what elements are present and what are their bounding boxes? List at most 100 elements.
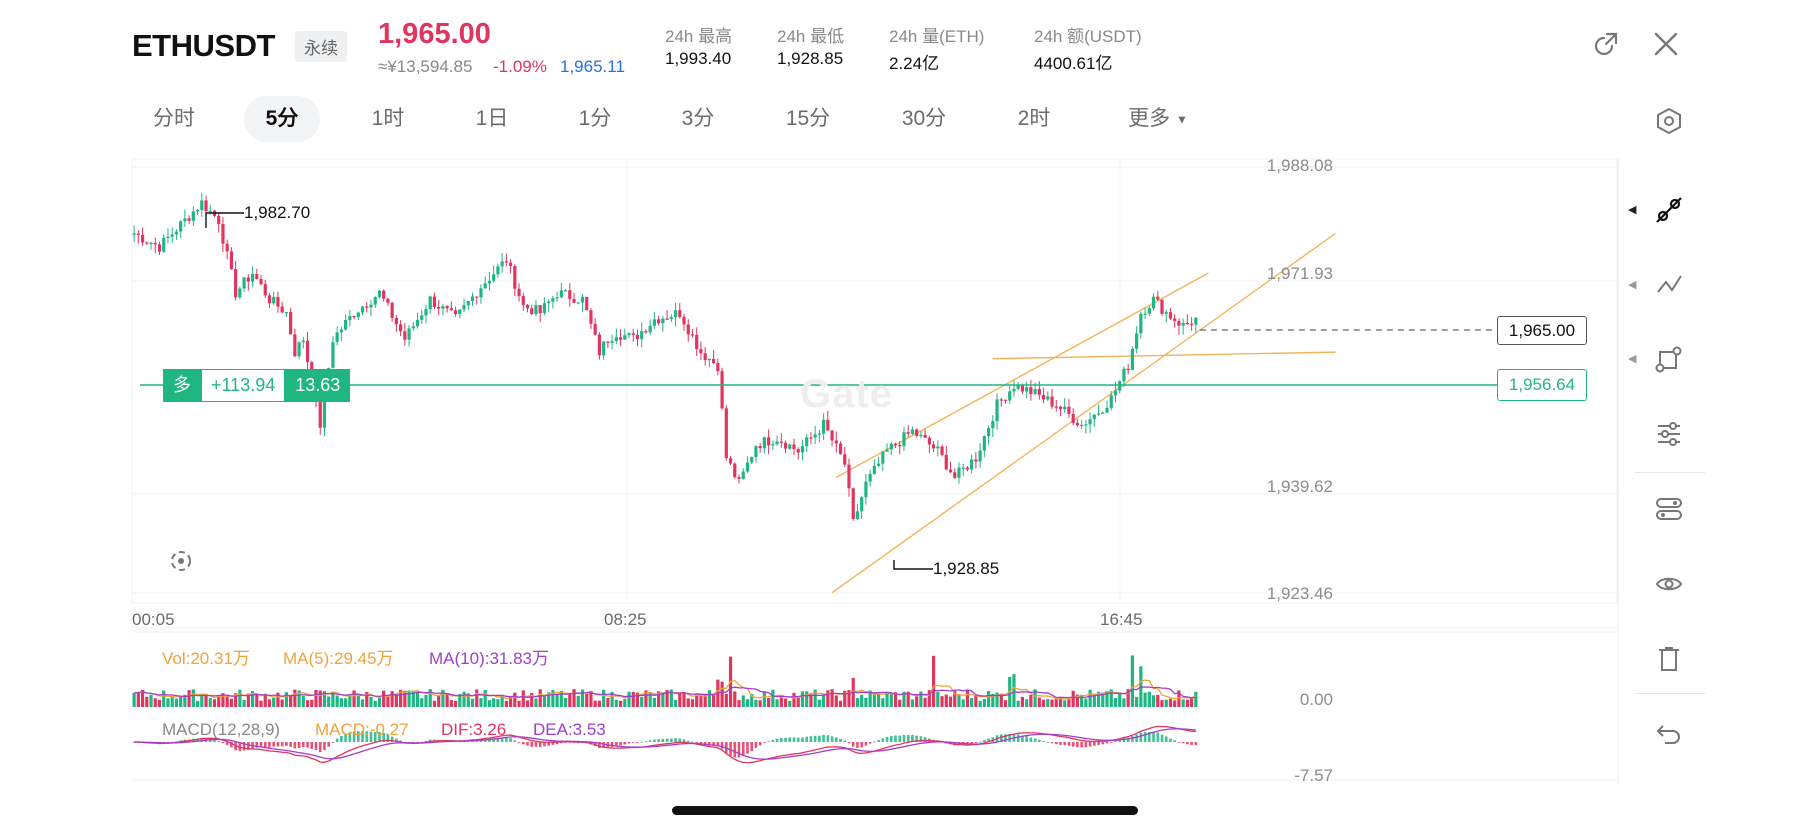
macd-histogram-bar	[834, 737, 838, 742]
candle-body	[1122, 368, 1126, 382]
candle-body	[931, 444, 936, 449]
tab-1m[interactable]: 1分	[578, 107, 612, 130]
volume-bar	[1058, 697, 1063, 707]
candle-body	[576, 302, 580, 304]
volume-bar	[614, 699, 618, 707]
macd-histogram-bar	[767, 741, 770, 742]
candle-body	[250, 273, 255, 282]
visibility-icon[interactable]	[1655, 570, 1683, 603]
tab-15m[interactable]: 15分	[785, 107, 831, 130]
macd-histogram-bar	[911, 734, 914, 742]
position-badge[interactable]: 多 +113.94 13.63	[163, 369, 351, 402]
candle-body	[580, 296, 585, 303]
volume-bar	[344, 698, 348, 707]
volume-bar	[999, 693, 1003, 707]
volume-bar	[335, 695, 339, 707]
candle-body	[559, 290, 563, 298]
candle-body	[741, 471, 745, 479]
indicator-toggle-icon[interactable]	[1655, 495, 1683, 528]
volume-bar	[555, 694, 559, 707]
volume-bar	[826, 690, 830, 707]
shape-tool-icon[interactable]	[1655, 345, 1683, 378]
undo-icon[interactable]	[1655, 720, 1683, 753]
macd-histogram-bar	[564, 742, 567, 743]
home-indicator-bar[interactable]	[672, 806, 1138, 815]
time-tick-1: 00:05	[132, 610, 175, 629]
stat-high-value: 1,993.40	[665, 49, 732, 68]
macd-histogram-bar	[1131, 736, 1134, 742]
macd-histogram-bar	[475, 740, 479, 742]
volume-bar	[970, 698, 974, 707]
candle-body	[390, 302, 394, 318]
macd-histogram-bar	[695, 742, 699, 744]
settings-hex-icon[interactable]	[1655, 107, 1683, 140]
tab-1d[interactable]: 1日	[475, 107, 509, 130]
candle-body	[403, 331, 407, 340]
candle-body	[830, 430, 834, 441]
macd-histogram-bar	[568, 742, 572, 743]
macd-histogram-bar	[906, 734, 910, 742]
candle-body	[331, 342, 335, 368]
expand-arrow-icon: ◀	[1628, 279, 1637, 291]
volume-bar	[1156, 694, 1160, 707]
candle-body	[1033, 389, 1037, 394]
tab-more[interactable]: 更多 ▼	[1116, 96, 1200, 142]
tab-3m[interactable]: 3分	[681, 107, 715, 130]
volume-bar	[534, 698, 538, 707]
macd-histogram-bar	[987, 738, 990, 742]
volume-bar	[931, 655, 936, 707]
macd-histogram-bar	[352, 731, 356, 742]
macd-histogram-bar	[805, 736, 808, 742]
volume-bar	[521, 690, 525, 707]
candle-body	[568, 290, 572, 299]
volume-bar	[838, 700, 843, 707]
macd-histogram-bar	[1033, 738, 1037, 742]
macd-histogram-bar	[196, 738, 199, 742]
candle-body	[961, 467, 965, 469]
trend-tool-icon[interactable]	[1655, 270, 1683, 303]
draw-line-icon[interactable]	[1655, 196, 1683, 229]
macd-histogram-bar	[395, 738, 398, 742]
volume-bar	[322, 691, 327, 707]
tab-5m[interactable]: 5分	[244, 96, 320, 142]
candle-body	[648, 325, 652, 333]
volume-bar	[1075, 694, 1080, 707]
volume-bar	[1084, 698, 1088, 707]
tab-2h[interactable]: 2时	[1017, 107, 1051, 130]
tab-30m[interactable]: 30分	[901, 107, 947, 130]
volume-bar	[961, 699, 965, 707]
share-icon[interactable]	[1590, 30, 1620, 65]
close-icon[interactable]	[1652, 30, 1680, 63]
macd-histogram-bar	[289, 742, 292, 747]
delete-icon[interactable]	[1655, 645, 1683, 678]
volume-bar	[872, 692, 876, 707]
fullscreen-icon[interactable]	[168, 548, 194, 579]
volume-bar	[580, 689, 585, 707]
volume-bar	[1033, 689, 1037, 707]
macd-axis-label: -7.57	[1294, 766, 1333, 785]
macd-histogram-bar	[885, 736, 889, 742]
macd-histogram-bar	[1084, 742, 1088, 748]
tab-1h[interactable]: 1时	[371, 107, 405, 130]
candle-body	[750, 457, 754, 463]
macd-histogram-bar	[1093, 742, 1096, 746]
tab-time-line[interactable]: 分时	[153, 107, 195, 130]
adjust-sliders-icon[interactable]	[1655, 420, 1683, 453]
candle-body	[1012, 388, 1016, 392]
volume-bar	[1067, 698, 1071, 707]
candle-body	[826, 419, 830, 431]
volume-bar	[991, 693, 995, 707]
macd-histogram-bar	[378, 732, 381, 742]
macd-histogram-bar	[898, 735, 902, 742]
expand-arrow-icon: ◀	[1628, 204, 1637, 216]
candle-body	[195, 210, 200, 212]
volume-bar	[263, 693, 267, 707]
macd-histogram-bar	[1118, 739, 1122, 742]
macd-histogram-bar	[1114, 740, 1117, 742]
candle-body	[631, 333, 635, 335]
candle-body	[838, 443, 843, 455]
macd-histogram-bar	[1109, 742, 1113, 743]
volume-bar	[576, 695, 580, 707]
price-tick-bottom: 1,923.46	[1266, 584, 1333, 603]
